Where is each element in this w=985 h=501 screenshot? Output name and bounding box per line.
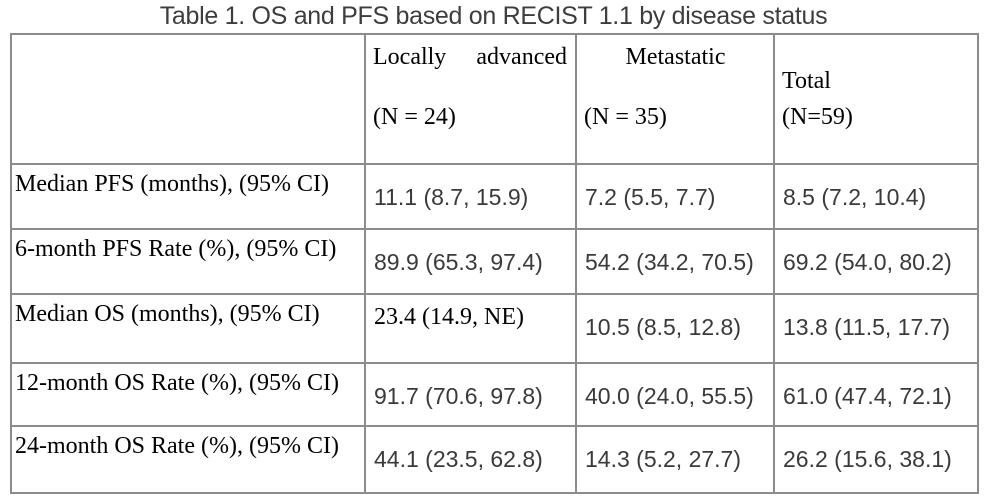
data-cell-locally-advanced: 91.7 (70.6, 97.8) <box>364 362 577 427</box>
data-cell-total: 61.0 (47.4, 72.1) <box>773 362 979 427</box>
header-metastatic-name: Metastatic <box>625 44 726 70</box>
header-cell-metastatic: Metastatic (N = 35) <box>575 33 775 165</box>
table-row-median-os: Median OS (months), (95% CI) 23.4 (14.9,… <box>10 293 979 364</box>
row-label: Median PFS (months), (95% CI) <box>10 163 366 230</box>
data-cell-metastatic: 10.5 (8.5, 12.8) <box>575 293 775 364</box>
data-cell-locally-advanced: 11.1 (8.7, 15.9) <box>364 163 577 230</box>
header-metastatic-n: (N = 35) <box>584 104 667 130</box>
table-row-6month-pfs: 6-month PFS Rate (%), (95% CI) 89.9 (65.… <box>10 228 979 295</box>
table-title: Table 1. OS and PFS based on RECIST 1.1 … <box>159 2 828 30</box>
row-label: 24-month OS Rate (%), (95% CI) <box>10 425 366 494</box>
header-locally-advanced-n: (N = 24) <box>373 104 456 130</box>
data-cell-metastatic: 54.2 (34.2, 70.5) <box>575 228 775 295</box>
data-cell-locally-advanced: 89.9 (65.3, 97.4) <box>364 228 577 295</box>
header-cell-locally-advanced: Locally advanced (N = 24) <box>364 33 577 165</box>
data-cell-locally-advanced: 44.1 (23.5, 62.8) <box>364 425 577 494</box>
row-label: 12-month OS Rate (%), (95% CI) <box>10 362 366 427</box>
row-label: 6-month PFS Rate (%), (95% CI) <box>10 228 366 295</box>
data-cell-metastatic: 14.3 (5.2, 27.7) <box>575 425 775 494</box>
data-cell-metastatic: 7.2 (5.5, 7.7) <box>575 163 775 230</box>
row-label: Median OS (months), (95% CI) <box>10 293 366 364</box>
table-row-median-pfs: Median PFS (months), (95% CI) 11.1 (8.7,… <box>10 163 979 230</box>
header-cell-total: Total (N=59) <box>773 33 979 165</box>
header-word-advanced: advanced <box>476 44 567 70</box>
data-cell-metastatic: 40.0 (24.0, 55.5) <box>575 362 775 427</box>
header-locally-advanced-name: Locally advanced <box>373 44 569 71</box>
header-word-locally: Locally <box>373 44 447 70</box>
table-row-24month-os: 24-month OS Rate (%), (95% CI) 44.1 (23.… <box>10 425 979 494</box>
data-cell-locally-advanced: 23.4 (14.9, NE) <box>364 293 577 364</box>
data-cell-total: 8.5 (7.2, 10.4) <box>773 163 979 230</box>
header-cell-empty <box>10 33 366 165</box>
data-cell-total: 69.2 (54.0, 80.2) <box>773 228 979 295</box>
header-total-name: Total <box>782 68 831 94</box>
header-total-n: (N=59) <box>782 104 853 130</box>
table-row-12month-os: 12-month OS Rate (%), (95% CI) 91.7 (70.… <box>10 362 979 427</box>
header-row: Locally advanced (N = 24) Metastatic (N … <box>10 33 979 165</box>
data-cell-total: 26.2 (15.6, 38.1) <box>773 425 979 494</box>
results-table: Locally advanced (N = 24) Metastatic (N … <box>10 33 979 494</box>
data-cell-total: 13.8 (11.5, 17.7) <box>773 293 979 364</box>
